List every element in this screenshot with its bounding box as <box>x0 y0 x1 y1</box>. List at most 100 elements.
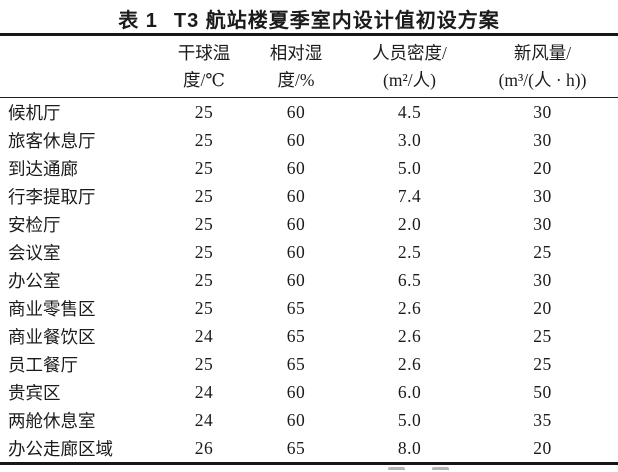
cell-rh: 60 <box>286 409 306 430</box>
cell-dry_bulb: 26 <box>194 437 214 458</box>
header-density-line1: 人员密度/ <box>372 42 447 63</box>
cell-density: 7.4 <box>397 185 422 206</box>
cell-dry_bulb: 25 <box>194 129 214 150</box>
header-rh-line2: 度/% <box>277 69 315 90</box>
cell-name: 商业餐饮区 <box>8 326 96 347</box>
cell-rh: 60 <box>286 381 306 402</box>
cropped-next-line-artifact <box>388 467 458 472</box>
header-rh-line1: 相对湿 <box>269 42 323 63</box>
cell-density: 4.5 <box>397 101 422 122</box>
cell-density: 6.5 <box>397 269 422 290</box>
cell-dry_bulb: 25 <box>194 157 214 178</box>
table-row: 贵宾区 24 60 6.0 50 <box>0 378 618 406</box>
cell-fresh_air: 30 <box>533 213 552 234</box>
cell-dry_bulb: 25 <box>194 297 214 318</box>
cell-density: 8.0 <box>397 437 422 458</box>
column-header-zone <box>0 34 168 98</box>
cell-dry_bulb: 25 <box>194 241 214 262</box>
column-header-fresh-air: 新风量/ (m³/(人 · h)) <box>467 34 618 98</box>
cell-fresh_air: 30 <box>533 101 552 122</box>
cell-density: 2.5 <box>397 241 422 262</box>
cell-rh: 60 <box>286 241 306 262</box>
cell-name: 商业零售区 <box>8 298 96 319</box>
header-dry-bulb-line2: 度/℃ <box>183 69 225 90</box>
cell-rh: 60 <box>286 269 306 290</box>
cell-fresh_air: 50 <box>533 381 552 402</box>
cell-fresh_air: 30 <box>533 269 552 290</box>
cell-rh: 60 <box>286 101 306 122</box>
cell-name: 会议室 <box>8 242 61 263</box>
cell-rh: 60 <box>286 185 306 206</box>
cell-density: 5.0 <box>397 409 422 430</box>
table-row: 员工餐厅 25 65 2.6 25 <box>0 350 618 378</box>
cell-name: 旅客休息厅 <box>8 130 96 151</box>
table-caption-label: 表 1 <box>118 10 158 32</box>
table-row: 商业零售区 25 65 2.6 20 <box>0 294 618 322</box>
cell-rh: 65 <box>286 297 306 318</box>
cell-fresh_air: 20 <box>533 297 552 318</box>
cell-dry_bulb: 25 <box>194 185 214 206</box>
cell-density: 6.0 <box>397 381 422 402</box>
cell-rh: 60 <box>286 129 306 150</box>
cell-density: 2.0 <box>397 213 422 234</box>
cell-rh: 65 <box>286 437 306 458</box>
header-fresh-air-line2: (m³/(人 · h)) <box>498 69 587 90</box>
table-row: 办公走廊区域 26 65 8.0 20 <box>0 434 618 464</box>
table-row: 候机厅 25 60 4.5 30 <box>0 98 618 127</box>
table-row: 旅客休息厅 25 60 3.0 30 <box>0 126 618 154</box>
table-row: 商业餐饮区 24 65 2.6 25 <box>0 322 618 350</box>
cell-rh: 60 <box>286 157 306 178</box>
table-row: 会议室 25 60 2.5 25 <box>0 238 618 266</box>
table-caption-title: T3 航站楼夏季室内设计值初设方案 <box>173 10 500 32</box>
cell-dry_bulb: 24 <box>194 325 214 346</box>
cell-name: 贵宾区 <box>8 382 61 403</box>
cell-dry_bulb: 24 <box>194 381 214 402</box>
cell-density: 2.6 <box>397 325 422 346</box>
cell-name: 到达通廊 <box>8 158 78 179</box>
cell-fresh_air: 30 <box>533 129 552 150</box>
artifact-mark <box>388 467 405 470</box>
artifact-mark <box>432 467 449 470</box>
cell-fresh_air: 20 <box>533 437 552 458</box>
cell-density: 2.6 <box>397 353 422 374</box>
cell-density: 3.0 <box>397 129 422 150</box>
header-density-line2: (m²/人) <box>383 69 436 90</box>
column-header-relative-humidity: 相对湿 度/% <box>240 34 352 98</box>
cell-name: 两舱休息室 <box>8 410 96 431</box>
cell-dry_bulb: 24 <box>194 409 214 430</box>
table-body: 候机厅 25 60 4.5 30 旅客休息厅 25 60 3.0 30 到达通廊 25 60 5.0 20 行… <box>0 98 618 464</box>
cell-name: 员工餐厅 <box>8 354 78 375</box>
header-row: 干球温 度/℃ 相对湿 度/% 人员密度/ (m²/人) 新风量/ (m³/(人… <box>0 34 618 98</box>
cell-dry_bulb: 25 <box>194 269 214 290</box>
cell-density: 2.6 <box>397 297 422 318</box>
table-caption: 表 1 T3 航站楼夏季室内设计值初设方案 <box>0 4 618 33</box>
column-header-occupant-density: 人员密度/ (m²/人) <box>352 34 467 98</box>
header-fresh-air-line1: 新风量/ <box>513 42 572 63</box>
cell-fresh_air: 20 <box>533 157 552 178</box>
cell-name: 行李提取厅 <box>8 186 96 207</box>
cell-rh: 65 <box>286 325 306 346</box>
table-row: 两舱休息室 24 60 5.0 35 <box>0 406 618 434</box>
cell-rh: 60 <box>286 213 306 234</box>
column-header-dry-bulb: 干球温 度/℃ <box>168 34 240 98</box>
cell-name: 办公室 <box>8 270 61 291</box>
table-row: 办公室 25 60 6.5 30 <box>0 266 618 294</box>
cell-fresh_air: 25 <box>533 353 552 374</box>
cell-fresh_air: 35 <box>533 409 552 430</box>
cell-fresh_air: 25 <box>533 241 552 262</box>
cell-dry_bulb: 25 <box>194 353 214 374</box>
header-dry-bulb-line1: 干球温 <box>177 42 231 63</box>
cell-dry_bulb: 25 <box>194 101 214 122</box>
table-row: 到达通廊 25 60 5.0 20 <box>0 154 618 182</box>
cell-name: 候机厅 <box>8 102 61 123</box>
design-values-table: 干球温 度/℃ 相对湿 度/% 人员密度/ (m²/人) 新风量/ (m³/(人… <box>0 33 618 465</box>
cell-fresh_air: 30 <box>533 185 552 206</box>
table-row: 安检厅 25 60 2.0 30 <box>0 210 618 238</box>
cell-name: 办公走廊区域 <box>8 438 113 459</box>
cell-dry_bulb: 25 <box>194 213 214 234</box>
cell-name: 安检厅 <box>8 214 61 235</box>
cell-rh: 65 <box>286 353 306 374</box>
table-row: 行李提取厅 25 60 7.4 30 <box>0 182 618 210</box>
cell-fresh_air: 25 <box>533 325 552 346</box>
